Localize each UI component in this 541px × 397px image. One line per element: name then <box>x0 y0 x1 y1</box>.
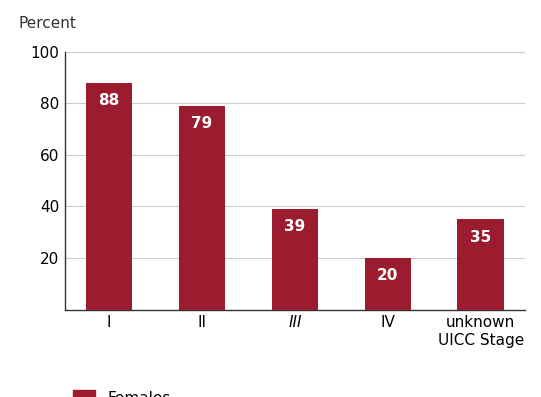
Bar <box>179 106 225 310</box>
Bar <box>272 209 318 310</box>
Text: 35: 35 <box>470 229 491 245</box>
Text: 39: 39 <box>284 219 306 234</box>
Text: 20: 20 <box>377 268 398 283</box>
Text: 79: 79 <box>192 116 213 131</box>
Bar <box>86 83 132 310</box>
Bar <box>458 219 504 310</box>
Text: 88: 88 <box>98 93 120 108</box>
Text: Percent: Percent <box>19 16 77 31</box>
Bar <box>365 258 411 310</box>
Legend: Females: Females <box>72 389 171 397</box>
